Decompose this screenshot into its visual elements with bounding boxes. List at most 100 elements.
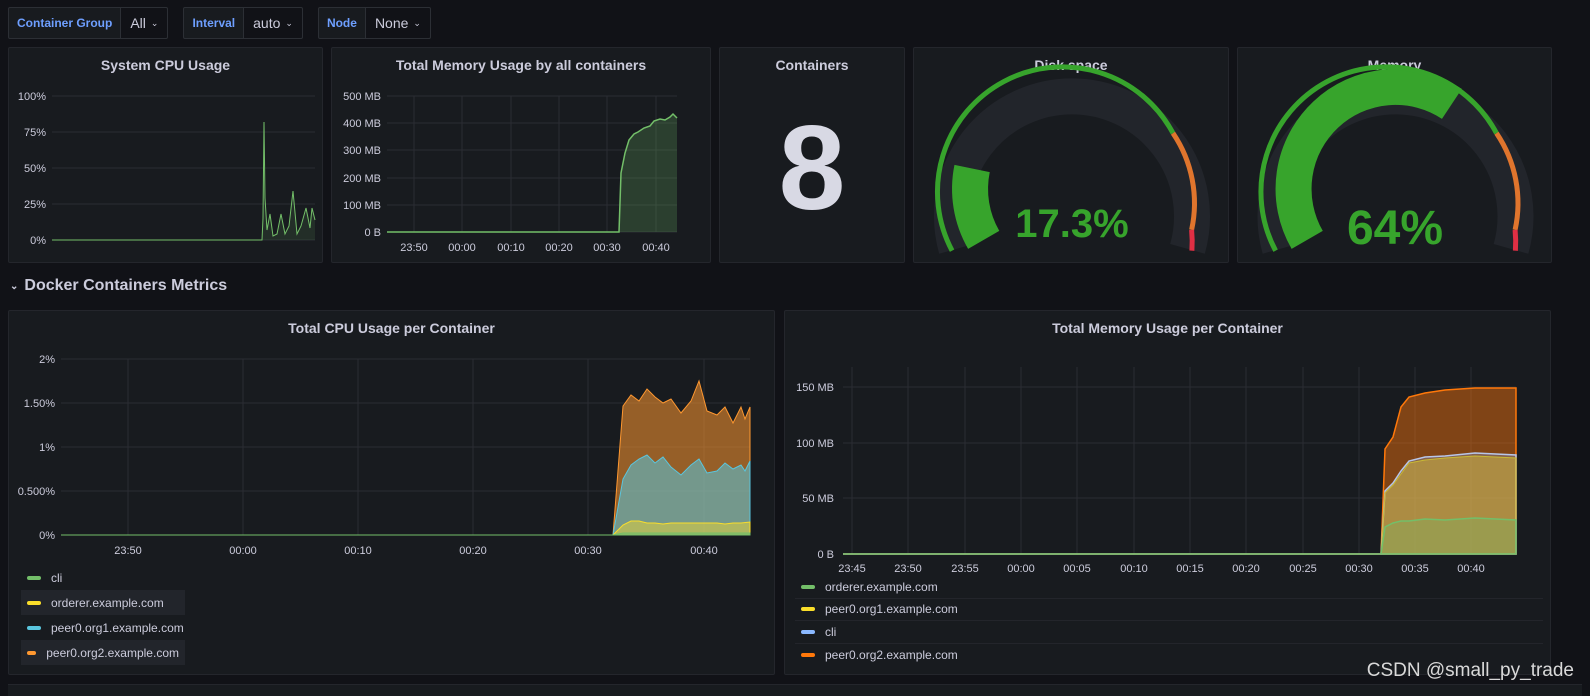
legend-swatch [27,625,41,630]
variable-label: Node [317,7,366,39]
x-tick: 23:50 [894,563,922,575]
x-tick: 23:50 [114,545,142,557]
legend-label: peer0.org1.example.com [825,602,958,617]
x-tick: 23:45 [838,563,866,575]
legend-swatch [27,575,41,580]
legend-item[interactable]: peer0.org1.example.com [795,599,1543,622]
y-tick: 0 B [817,549,834,561]
y-tick: 500 MB [343,91,381,103]
y-tick: 50% [24,163,46,175]
panel-title: Total Memory Usage per Container [1052,320,1283,336]
x-tick: 00:10 [344,545,372,557]
legend-label: cli [825,624,837,639]
y-tick: 75% [24,127,46,139]
interval-select[interactable]: auto ⌄ [244,7,303,39]
variable-label: Interval [183,7,245,39]
variable-node: Node None ⌄ [317,7,431,39]
x-tick: 00:30 [574,545,602,557]
chevron-down-icon: ⌄ [413,17,421,28]
legend-item[interactable]: cli [795,621,1543,644]
x-tick: 00:40 [690,545,718,557]
y-tick: 100% [18,91,46,103]
panel-system-cpu[interactable]: System CPU Usage 100% 75% 50% 25% 0% [8,47,323,263]
y-tick: 300 MB [343,145,381,157]
container-group-select[interactable]: All ⌄ [121,7,169,39]
x-tick: 00:15 [1176,563,1204,575]
x-tick: 00:20 [1232,563,1260,575]
panel-disk-space[interactable]: Disk space 17.3% [913,47,1229,263]
memory-graph: 500 MB 400 MB 300 MB 200 MB 100 MB 0 B 2… [343,91,678,254]
memory-gauge: 64% [1257,64,1534,255]
x-tick: 00:05 [1063,563,1091,575]
y-tick: 50 MB [802,493,834,505]
panel-title: Containers [775,57,849,73]
legend-swatch [801,653,815,658]
panel-cpu-per-container[interactable]: Total CPU Usage per Container 2% 1.50% 1… [8,310,775,675]
y-tick: 400 MB [343,118,381,130]
panel-title: Total CPU Usage per Container [288,320,495,336]
next-row-edge [8,684,1582,696]
variable-bar: Container Group All ⌄ Interval auto ⌄ Node… [8,7,446,39]
cpu-legend: cli orderer.example.com peer0.org1.examp… [21,565,211,665]
legend-label: orderer.example.com [51,595,164,610]
variable-interval: Interval auto ⌄ [183,7,303,39]
y-tick: 1% [39,442,55,454]
cpu-per-container-graph: 2% 1.50% 1% 0.500% 0% 23:50 00:00 00:10 … [18,354,751,557]
memory-legend: orderer.example.com peer0.org1.example.c… [795,576,1543,666]
watermark: CSDN @small_py_trade [1366,660,1574,681]
x-tick: 00:00 [448,242,476,254]
legend-swatch [27,600,41,605]
y-tick: 100 MB [343,200,381,212]
legend-swatch [801,607,815,612]
legend-swatch [801,629,815,634]
y-tick: 0 B [364,227,381,239]
x-tick: 00:00 [229,545,257,557]
x-tick: 00:35 [1401,563,1429,575]
panel-total-memory[interactable]: Total Memory Usage by all containers 500… [331,47,711,263]
legend-item[interactable]: peer0.org2.example.com [21,640,185,665]
legend-swatch [27,650,37,655]
x-tick: 00:40 [1457,563,1485,575]
containers-count: 8 [778,101,846,235]
legend-label: peer0.org1.example.com [51,620,184,635]
x-tick: 23:50 [400,242,428,254]
x-tick: 00:25 [1289,563,1317,575]
legend-label: cli [51,570,63,585]
y-tick: 200 MB [343,173,381,185]
chevron-down-icon: ⌄ [10,280,19,292]
y-tick: 25% [24,199,46,211]
legend-item[interactable]: peer0.org1.example.com [21,615,211,640]
legend-item[interactable]: peer0.org2.example.com [795,644,1543,667]
select-value: auto [253,15,281,31]
legend-item[interactable]: orderer.example.com [21,590,185,615]
variable-container-group: Container Group All ⌄ [8,7,169,39]
x-tick: 00:30 [593,242,621,254]
row-title: Docker Containers Metrics [24,277,228,294]
select-value: All [130,15,146,31]
y-tick: 0.500% [18,486,56,498]
legend-swatch [801,584,815,589]
y-tick: 0% [30,235,46,247]
y-tick: 1.50% [24,398,55,410]
chevron-down-icon: ⌄ [285,17,293,28]
y-tick: 0% [39,530,55,542]
legend-label: peer0.org2.example.com [46,645,179,660]
row-header[interactable]: ⌄ Docker Containers Metrics [10,277,227,295]
disk-value: 17.3% [1015,202,1128,246]
x-tick: 00:10 [1120,563,1148,575]
legend-label: peer0.org2.example.com [825,648,958,663]
memory-value: 64% [1347,202,1443,255]
panel-containers[interactable]: Containers 8 [719,47,905,263]
cpu-graph: 100% 75% 50% 25% 0% [18,91,316,247]
legend-item[interactable]: orderer.example.com [795,576,1543,599]
x-tick: 23:55 [951,563,979,575]
legend-item[interactable]: cli [21,565,211,590]
panel-memory-per-container[interactable]: Total Memory Usage per Container 150 MB … [784,310,1551,675]
select-value: None [374,15,409,31]
memory-per-container-graph: 150 MB 100 MB 50 MB 0 B 23:45 23:50 23:5… [796,367,1517,575]
x-tick: 00:00 [1007,563,1035,575]
x-tick: 00:10 [497,242,525,254]
node-select[interactable]: None ⌄ [365,7,431,39]
disk-gauge: 17.3% [934,64,1210,254]
panel-memory[interactable]: Memory 64% [1237,47,1552,263]
